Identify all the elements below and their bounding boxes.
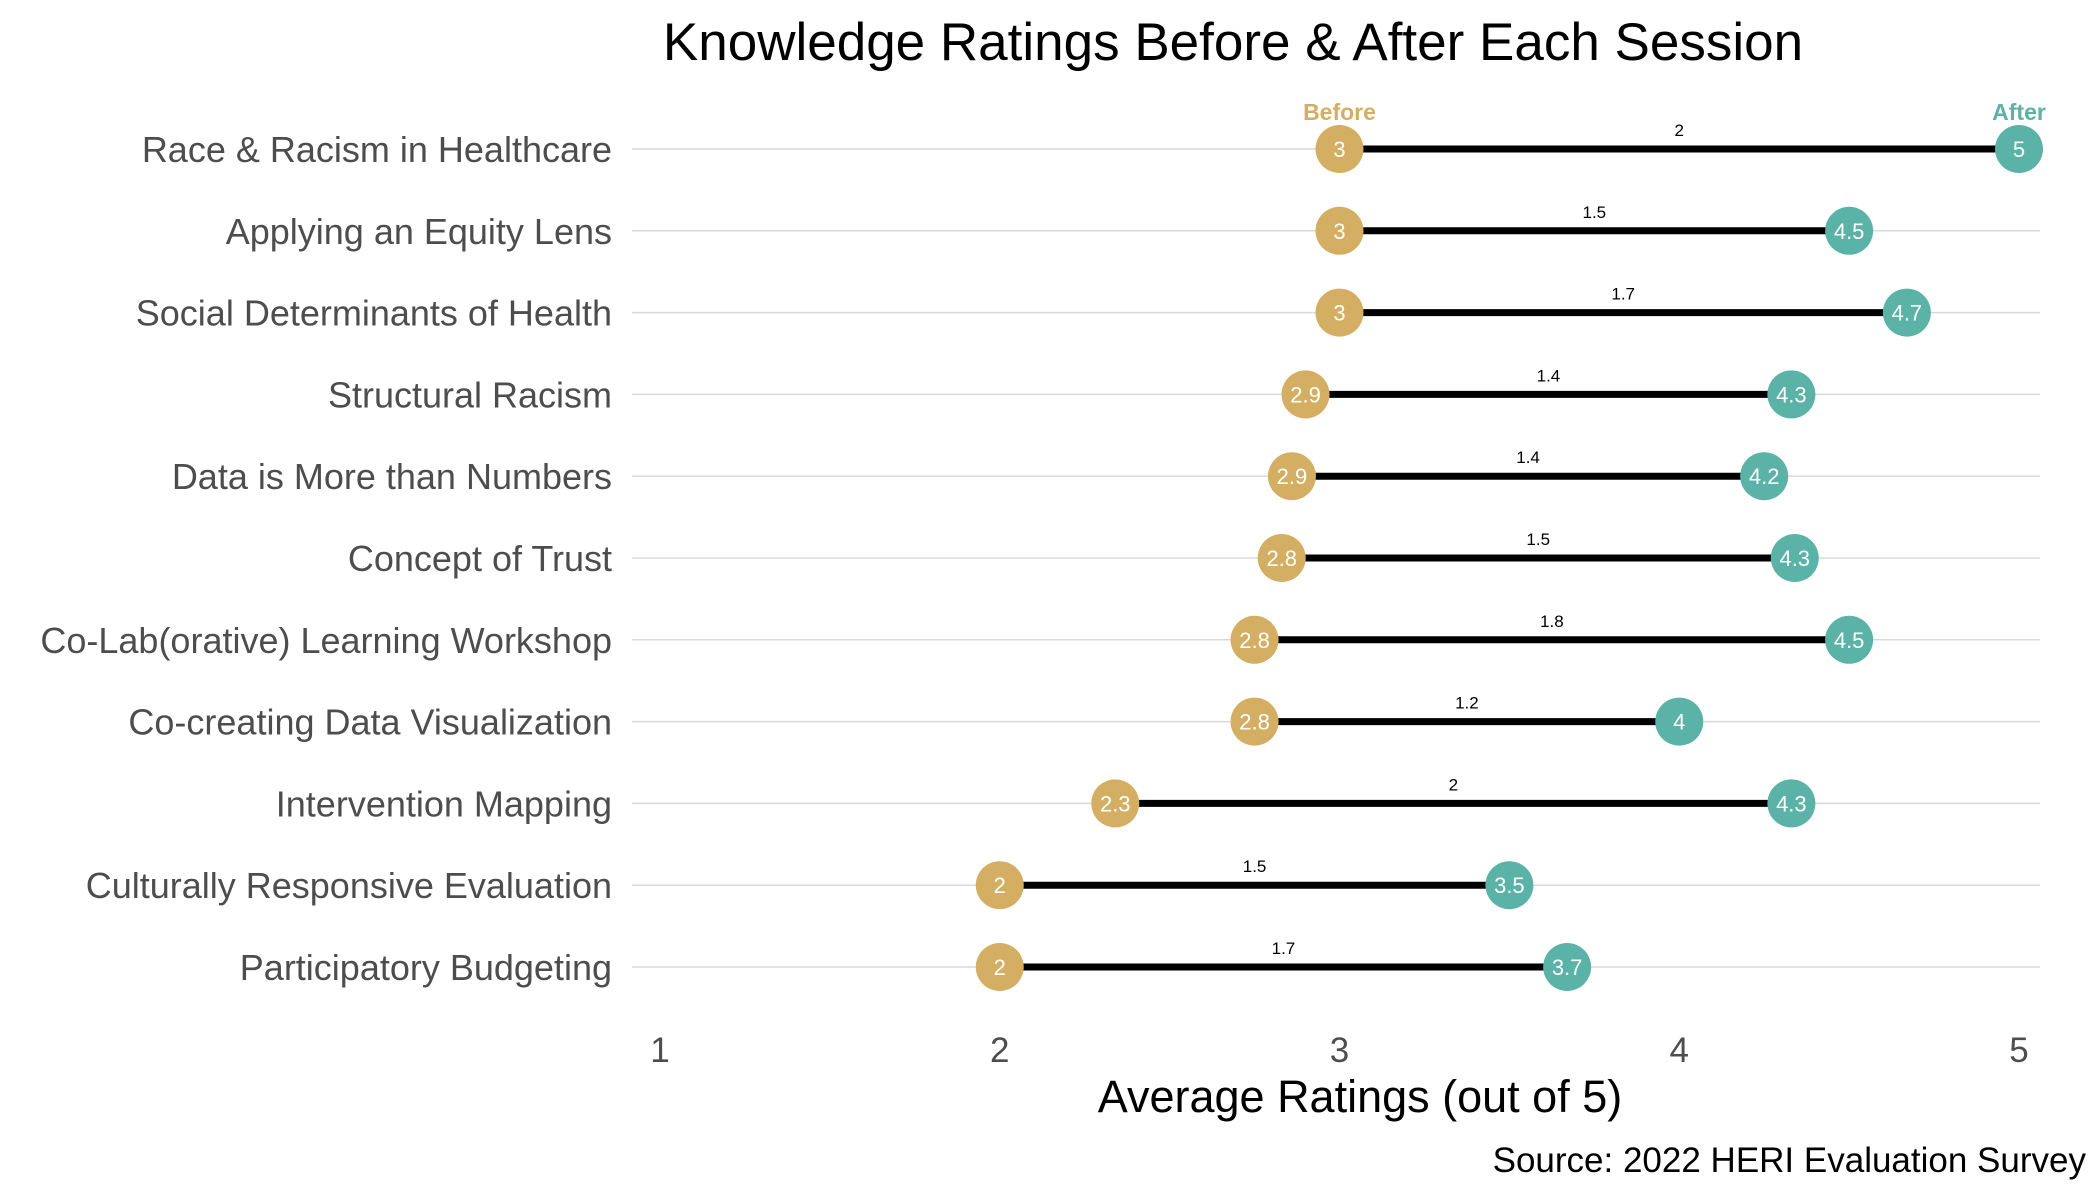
before-value-label: 2 [994, 955, 1006, 980]
before-value-label: 2.9 [1290, 382, 1321, 407]
x-tick-label: 1 [650, 1031, 669, 1070]
before-point [1230, 615, 1279, 664]
before-value-label: 3 [1333, 137, 1345, 162]
before-point [1257, 534, 1306, 582]
after-point [1882, 288, 1931, 337]
after-point [1770, 534, 1819, 582]
category-label: Intervention Mapping [276, 783, 612, 824]
segments: 2 1.5 1.7 1.4 1.4 1.5 1.8 1.2 2 1.5 1.7 [999, 121, 2019, 971]
after-header: After [1992, 99, 2046, 125]
before-point [1315, 288, 1364, 337]
after-point [1740, 452, 1789, 501]
before-value-label: 2 [994, 873, 1006, 898]
difference-label: 1.5 [1582, 203, 1606, 222]
x-axis-ticks: 1 2 3 4 5 [650, 1031, 2028, 1070]
before-point [1267, 452, 1316, 501]
difference-label: 1.4 [1537, 366, 1561, 385]
before-value-label: 2.3 [1100, 791, 1131, 816]
before-value-label: 2.9 [1277, 464, 1308, 489]
category-label: Co-Lab(orative) Learning Workshop [40, 620, 612, 661]
after-value-label: 4.7 [1892, 301, 1923, 326]
after-point [1995, 125, 2043, 173]
before-point [1315, 125, 1364, 173]
chart-title: Knowledge Ratings Before & After Each Se… [663, 13, 1803, 72]
category-label: Concept of Trust [348, 538, 612, 579]
after-point [1655, 697, 1704, 746]
after-value-label: 5 [2013, 137, 2025, 162]
x-tick-label: 5 [2009, 1031, 2028, 1070]
before-point [975, 861, 1024, 910]
category-label: Structural Racism [328, 374, 612, 415]
x-tick-label: 3 [1330, 1031, 1349, 1070]
difference-label: 1.2 [1455, 694, 1479, 713]
x-tick-label: 2 [990, 1031, 1009, 1070]
chart-caption: Source: 2022 HERI Evaluation Survey [1493, 1141, 2087, 1180]
x-tick-label: 4 [1670, 1031, 1689, 1070]
category-labels: Race & Racism in Healthcare Applying an E… [40, 129, 612, 988]
after-point [1825, 615, 1874, 664]
before-point [1230, 697, 1279, 746]
difference-label: 2 [1675, 121, 1684, 140]
difference-label: 2 [1449, 775, 1458, 794]
points: 3 5 3 4.5 3 4.7 2.9 4.3 2.9 4.2 2.8 4.3 2.8 4.5 2.8 4 2.… [975, 125, 2043, 991]
difference-label: 1.8 [1540, 612, 1564, 631]
before-point [975, 943, 1024, 991]
difference-label: 1.5 [1243, 857, 1267, 876]
category-label: Race & Racism in Healthcare [142, 129, 612, 170]
before-value-label: 2.8 [1239, 710, 1270, 735]
category-label: Participatory Budgeting [240, 947, 612, 988]
after-value-label: 4.3 [1776, 791, 1807, 816]
after-value-label: 4 [1673, 710, 1685, 735]
before-point [1091, 779, 1140, 828]
after-point [1767, 370, 1816, 419]
before-point [1281, 370, 1330, 419]
after-point [1543, 943, 1592, 991]
category-label: Applying an Equity Lens [226, 211, 612, 252]
after-value-label: 4.3 [1776, 382, 1807, 407]
after-value-label: 4.3 [1779, 546, 1810, 571]
before-header: Before [1303, 99, 1376, 125]
category-label: Data is More than Numbers [172, 456, 612, 497]
before-value-label: 2.8 [1239, 628, 1270, 653]
difference-label: 1.7 [1272, 939, 1296, 958]
category-label: Culturally Responsive Evaluation [86, 865, 612, 906]
after-value-label: 4.2 [1749, 464, 1780, 489]
after-value-label: 4.5 [1834, 219, 1865, 244]
after-point [1825, 206, 1874, 255]
before-value-label: 3 [1333, 301, 1345, 326]
category-label: Social Determinants of Health [136, 293, 612, 334]
after-value-label: 3.5 [1494, 873, 1525, 898]
before-point [1315, 206, 1364, 255]
before-value-label: 2.8 [1266, 546, 1297, 571]
category-label: Co-creating Data Visualization [128, 702, 612, 743]
after-point [1767, 779, 1816, 828]
difference-label: 1.7 [1611, 285, 1635, 304]
difference-label: 1.5 [1526, 530, 1550, 549]
after-value-label: 3.7 [1552, 955, 1583, 980]
before-value-label: 3 [1333, 219, 1345, 244]
after-value-label: 4.5 [1834, 628, 1865, 653]
difference-label: 1.4 [1516, 448, 1540, 467]
after-point [1485, 861, 1534, 910]
x-axis-title: Average Ratings (out of 5) [1098, 1071, 1622, 1122]
